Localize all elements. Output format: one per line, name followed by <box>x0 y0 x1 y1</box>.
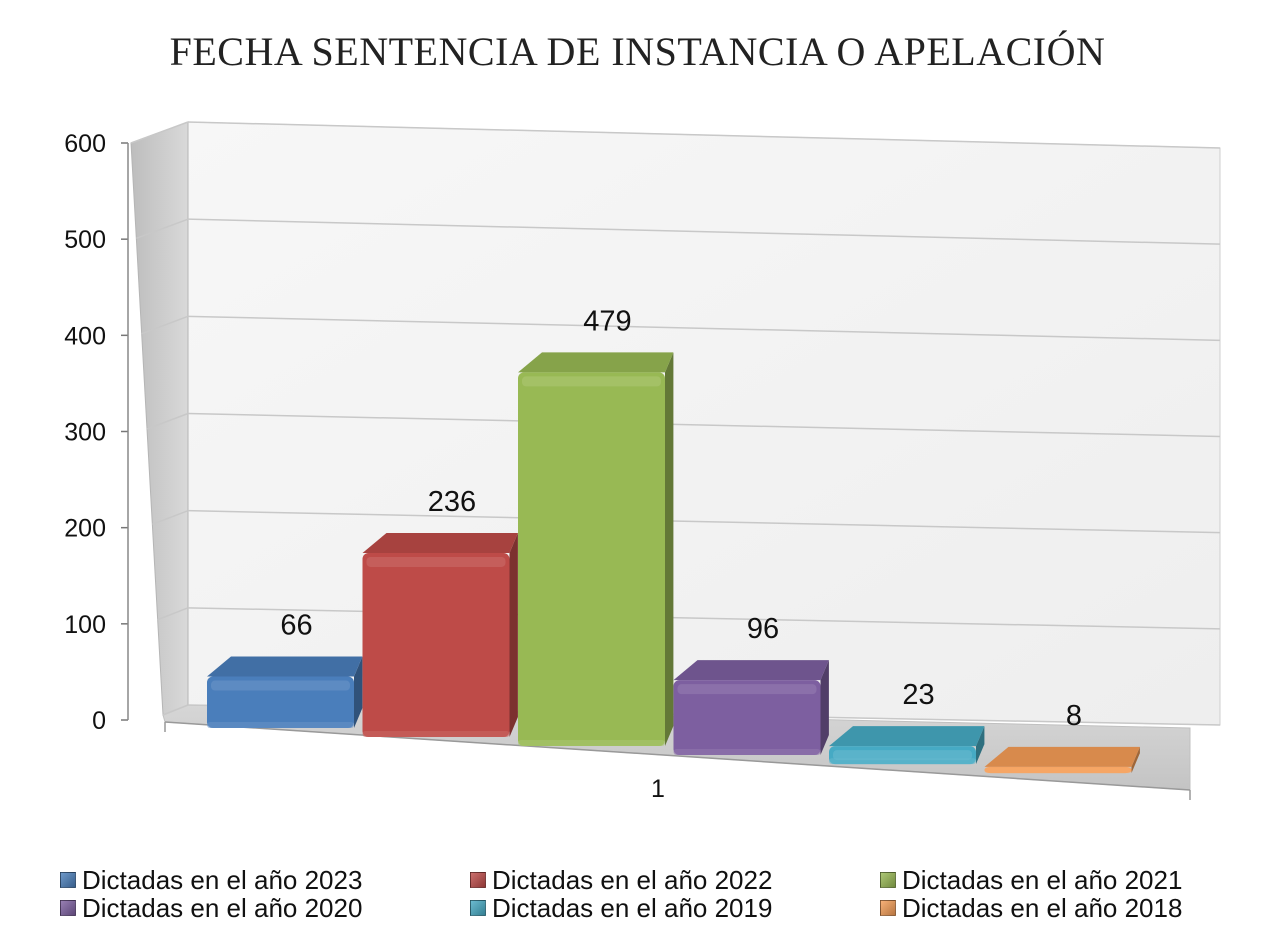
legend-label: Dictadas en el año 2019 <box>492 892 773 923</box>
grid-line <box>187 121 1221 149</box>
data-label: 66 <box>280 610 312 642</box>
data-label: 236 <box>428 486 476 518</box>
y-tick-label: 300 <box>64 419 106 447</box>
legend: Dictadas en el año 2023 Dictadas en el añ… <box>60 864 1240 923</box>
bar-chart: 0 100 200 300 400 500 600 66 236 479 96 23 8 1 <box>64 121 1221 803</box>
legend-swatch <box>60 900 76 916</box>
legend-swatch <box>470 900 486 916</box>
x-tick-label: 1 <box>651 775 665 803</box>
grid-line <box>187 218 1221 245</box>
legend-item: Dictadas en el año 2023 <box>60 864 470 895</box>
grid-line-side <box>141 315 189 335</box>
bar <box>829 726 985 765</box>
bar <box>673 660 829 756</box>
legend-item: Dictadas en el año 2019 <box>470 892 880 923</box>
x-axis-line <box>164 721 1191 791</box>
bars <box>207 352 1140 774</box>
legend-label: Dictadas en el año 2021 <box>902 864 1183 895</box>
grid-line <box>187 607 1221 630</box>
y-tick-label: 500 <box>64 226 106 254</box>
legend-swatch <box>880 872 896 888</box>
grid-line-side <box>157 607 189 621</box>
grid-line-side <box>152 509 189 526</box>
data-labels: 66 236 479 96 23 8 <box>280 305 1082 731</box>
grid-line <box>187 315 1221 342</box>
bar <box>518 352 674 747</box>
legend-swatch <box>880 900 896 916</box>
legend-item: Dictadas en el año 2022 <box>470 864 880 895</box>
chart-title: FECHA SENTENCIA DE INSTANCIA O APELACIÓN <box>169 29 1106 74</box>
bar <box>207 656 363 728</box>
y-tick-label: 600 <box>64 130 106 158</box>
y-axis: 0 100 200 300 400 500 600 <box>64 130 1191 800</box>
legend-item: Dictadas en el año 2018 <box>880 892 1240 923</box>
bar <box>362 532 518 738</box>
data-label: 96 <box>747 613 779 645</box>
legend-swatch <box>470 872 486 888</box>
y-tick-label: 0 <box>92 707 106 735</box>
grid-line-side <box>162 704 189 716</box>
legend-label: Dictadas en el año 2018 <box>902 892 1183 923</box>
grid-line <box>187 509 1221 534</box>
legend-label: Dictadas en el año 2020 <box>82 892 363 923</box>
bar <box>984 746 1140 774</box>
legend-label: Dictadas en el año 2023 <box>82 864 363 895</box>
legend-swatch <box>60 872 76 888</box>
grid-line-side <box>146 412 189 430</box>
grid-line-side <box>136 218 189 240</box>
back-wall <box>187 121 1221 726</box>
data-label: 23 <box>902 679 934 711</box>
y-tick-label: 400 <box>64 322 106 350</box>
grid-lines <box>130 121 1221 726</box>
legend-label: Dictadas en el año 2022 <box>492 864 773 895</box>
grid-line <box>187 412 1221 438</box>
grid-line-side <box>130 121 189 144</box>
legend-item: Dictadas en el año 2021 <box>880 864 1240 895</box>
data-label: 479 <box>583 305 631 337</box>
y-tick-label: 200 <box>64 515 106 543</box>
y-tick-label: 100 <box>64 611 106 639</box>
x-axis: 1 <box>651 775 665 803</box>
data-label: 8 <box>1066 700 1082 732</box>
legend-item: Dictadas en el año 2020 <box>60 892 470 923</box>
side-wall <box>130 121 189 716</box>
